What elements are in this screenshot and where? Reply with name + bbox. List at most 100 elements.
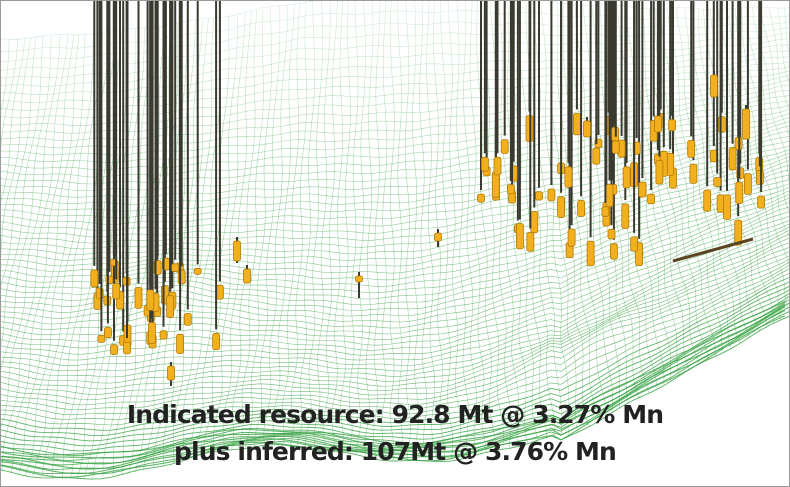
mineralised-intercept	[630, 236, 638, 252]
mesh-line	[245, 7, 272, 448]
mineralised-intercept	[134, 287, 143, 309]
drill-hole	[167, 362, 175, 386]
mineralised-intercept	[647, 193, 655, 205]
mineralised-intercept	[668, 119, 676, 132]
mineralised-intercept	[735, 181, 744, 204]
mineralised-intercept	[212, 332, 221, 351]
mineralised-intercept	[167, 365, 175, 381]
mineralised-intercept	[110, 344, 118, 355]
mesh-line	[419, 1, 428, 462]
drill-hole	[215, 1, 224, 300]
drill-hole	[493, 1, 502, 176]
drill-hole	[477, 1, 485, 203]
mineralised-intercept	[713, 177, 722, 187]
mineralised-intercept	[500, 139, 509, 154]
drill-hole	[97, 1, 106, 343]
drill-hole	[123, 1, 131, 355]
drill-hole	[564, 1, 573, 188]
mineralised-intercept	[166, 295, 175, 318]
drill-hole	[716, 1, 725, 213]
drill-traverse	[672, 237, 754, 263]
drill-hole	[638, 1, 647, 198]
drill-hole	[171, 1, 180, 272]
drill-hole	[166, 1, 175, 318]
drill-hole	[647, 1, 655, 205]
drill-hole	[668, 1, 676, 132]
mineralised-intercept	[547, 188, 556, 202]
drill-hole	[500, 1, 509, 154]
drill-hole	[134, 1, 143, 309]
drill-hole	[153, 1, 162, 275]
mineralised-intercept	[146, 289, 155, 311]
mineralised-intercept	[535, 191, 543, 201]
drill-hole	[689, 1, 698, 184]
drill-hole	[654, 112, 662, 133]
drill-hole	[243, 265, 251, 284]
mesh-line	[397, 1, 403, 461]
mineralised-intercept	[434, 232, 442, 242]
mineralised-intercept	[516, 223, 524, 250]
mineralised-intercept	[622, 166, 631, 189]
mineralised-intercept	[104, 326, 112, 339]
mineralised-intercept	[621, 203, 630, 229]
mineralised-intercept	[717, 116, 726, 133]
drill-hole	[212, 1, 221, 351]
drill-hole	[90, 1, 99, 288]
mineralised-intercept	[687, 139, 696, 158]
mesh-line	[768, 7, 789, 109]
mineralised-intercept	[610, 243, 618, 260]
drill-hole	[506, 1, 515, 195]
drill-hole	[630, 1, 638, 252]
drill-hole	[757, 1, 765, 209]
drill-hole	[146, 1, 155, 311]
mineralised-intercept	[193, 267, 202, 275]
mineralised-intercept	[723, 194, 731, 220]
mineralised-intercept	[583, 120, 591, 138]
mineralised-intercept	[567, 228, 576, 247]
mineralised-intercept	[611, 140, 620, 154]
mineralised-intercept	[742, 108, 750, 140]
mineralised-intercept	[577, 199, 585, 217]
mineralised-intercept	[573, 113, 581, 136]
drill-hole	[687, 1, 696, 158]
mineralised-intercept	[703, 189, 712, 212]
mesh-line	[404, 1, 411, 462]
mesh-line	[540, 1, 570, 437]
mineralised-intercept	[183, 313, 192, 326]
mineralised-intercept	[530, 211, 539, 234]
mineralised-intercept	[756, 169, 764, 185]
mesh-line	[389, 1, 395, 461]
mineralised-intercept	[710, 74, 718, 98]
mineralised-intercept	[586, 240, 595, 267]
drill-hole	[592, 1, 601, 165]
drill-hole	[535, 1, 543, 201]
drill-hole	[744, 1, 752, 195]
mineralised-intercept	[90, 269, 99, 288]
mesh-line	[364, 1, 374, 457]
mineralised-intercept	[506, 184, 515, 195]
drill-hole	[147, 1, 156, 344]
mineralised-intercept	[493, 156, 502, 176]
drill-hole	[547, 1, 556, 202]
drill-hole	[104, 1, 112, 339]
mineralised-intercept	[147, 322, 156, 344]
mineralised-intercept	[592, 147, 601, 165]
drill-hole	[586, 1, 595, 267]
drill-hole	[735, 1, 744, 204]
drill-holes	[90, 1, 765, 386]
drill-hole	[112, 1, 121, 300]
mineralised-intercept	[638, 181, 647, 198]
drill-hole	[742, 105, 750, 140]
mesh-line	[238, 8, 264, 449]
mineralised-intercept	[97, 334, 106, 343]
drill-hole	[710, 71, 718, 98]
mineralised-intercept	[689, 163, 698, 184]
mineralised-intercept	[355, 275, 363, 283]
mineralised-intercept	[605, 184, 614, 208]
drill-hole	[480, 1, 489, 172]
mineralised-intercept	[728, 147, 737, 171]
resource-caption-line-2: plus inferred: 107Mt @ 3.76% Mn	[174, 437, 617, 466]
mineralised-intercept	[734, 219, 743, 246]
drill-hole	[526, 1, 535, 252]
drill-hole	[577, 1, 585, 217]
